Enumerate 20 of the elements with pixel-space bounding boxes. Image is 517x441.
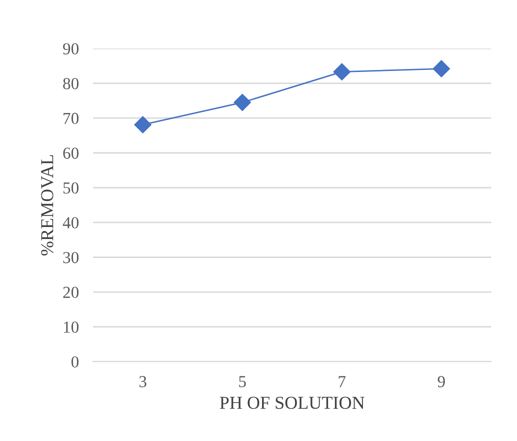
y-tick-label: 10 (64, 322, 79, 333)
point (432, 60, 450, 78)
point (234, 94, 251, 111)
y-tick-label: 90 (63, 43, 79, 54)
y-tick-label: 40 (62, 217, 79, 228)
x-axis-title: PH OF SOLUTION (220, 396, 364, 409)
x-tick-label: 5 (239, 376, 246, 388)
point (333, 63, 350, 80)
x-tick-label: 7 (338, 376, 346, 388)
x-tick-label: 9 (438, 376, 445, 388)
y-tick-label: 80 (63, 78, 79, 90)
y-tick-label: 20 (63, 286, 79, 298)
point (134, 116, 152, 134)
y-tick-label: 60 (63, 148, 79, 159)
y-tick-label: 30 (63, 252, 79, 264)
y-tick-label: 0 (71, 356, 79, 368)
y-tick-label: 50 (63, 182, 79, 194)
x-tick-label: 3 (139, 376, 146, 388)
y-axis-title: %REMOVAL (41, 155, 54, 256)
y-tick-label: 70 (64, 112, 79, 124)
